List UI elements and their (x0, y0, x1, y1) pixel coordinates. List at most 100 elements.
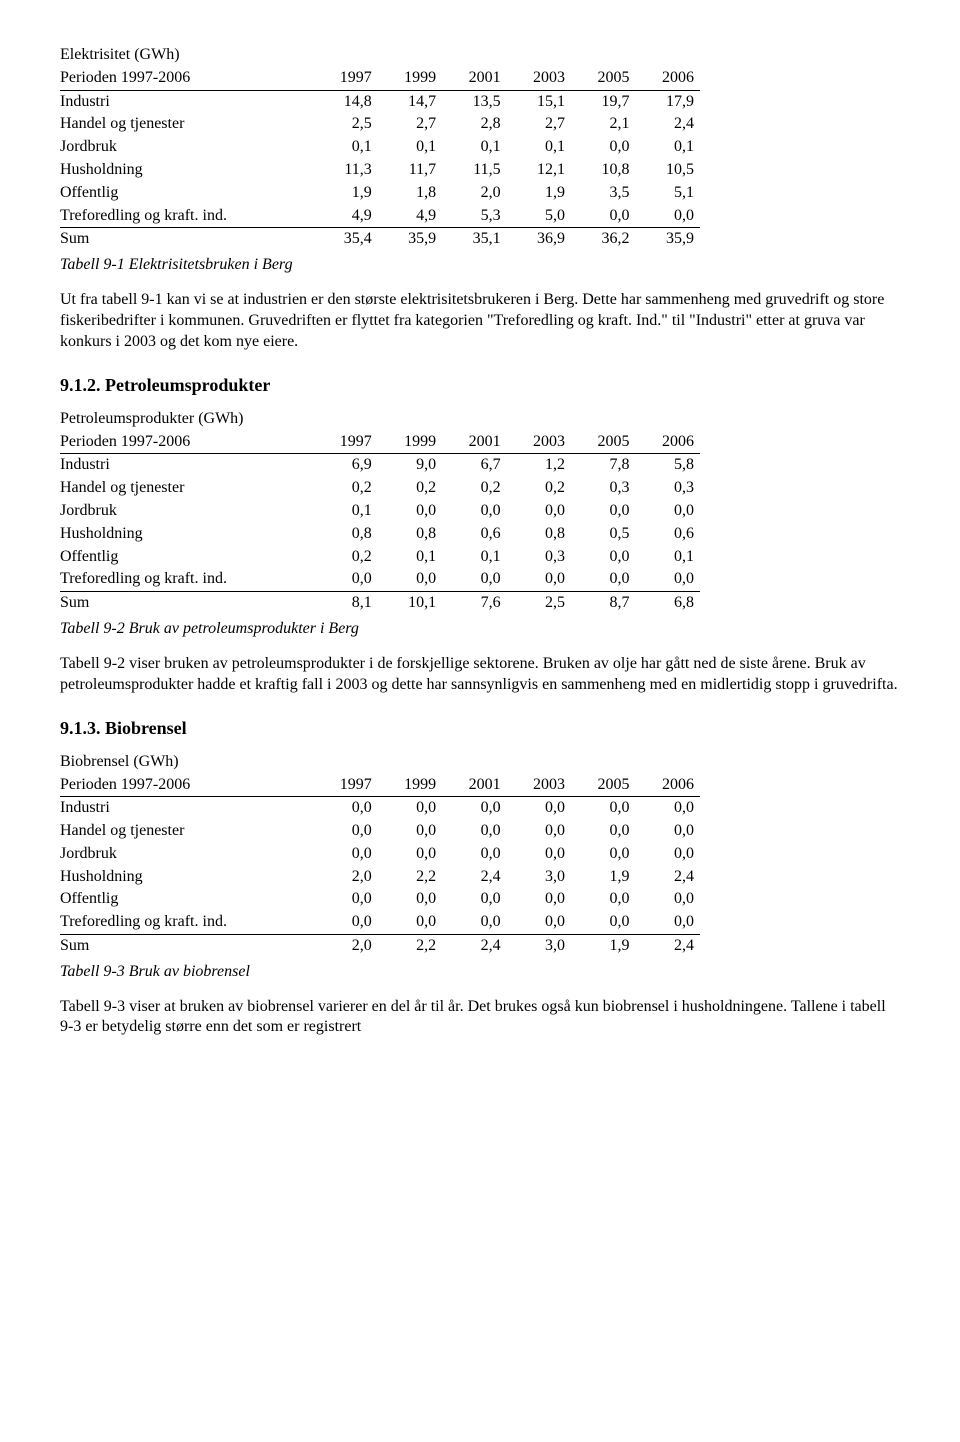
cell: 6,7 (442, 454, 506, 477)
cell: 10,8 (571, 159, 635, 182)
cell: 10,5 (635, 159, 700, 182)
row-label: Treforedling og kraft. ind. (60, 911, 313, 934)
cell: 5,8 (635, 454, 700, 477)
row-label: Handel og tjenester (60, 820, 313, 843)
sum-cell: 10,1 (378, 592, 442, 615)
year-col: 2001 (442, 774, 506, 797)
cell: 0,0 (313, 888, 377, 911)
sum-cell: 2,5 (507, 592, 571, 615)
cell: 0,2 (507, 477, 571, 500)
year-col: 2003 (507, 431, 571, 454)
row-label: Husholdning (60, 866, 313, 889)
row-label: Handel og tjenester (60, 113, 313, 136)
cell: 0,0 (571, 888, 635, 911)
row-label: Industri (60, 90, 313, 113)
year-col: 2005 (571, 67, 635, 90)
cell: 0,0 (378, 843, 442, 866)
cell: 0,0 (378, 820, 442, 843)
cell: 0,0 (507, 568, 571, 591)
cell: 14,7 (378, 90, 442, 113)
cell: 0,0 (313, 797, 377, 820)
cell: 0,0 (313, 843, 377, 866)
year-col: 2006 (635, 67, 700, 90)
cell: 1,2 (507, 454, 571, 477)
row-label: Jordbruk (60, 843, 313, 866)
cell: 0,0 (442, 568, 506, 591)
sum-cell: 2,0 (313, 935, 377, 958)
year-col: 2001 (442, 431, 506, 454)
row-label: Jordbruk (60, 136, 313, 159)
cell: 0,0 (635, 500, 700, 523)
sum-cell: 35,9 (378, 228, 442, 251)
sum-cell: 2,2 (378, 935, 442, 958)
cell: 0,1 (507, 136, 571, 159)
cell: 2,7 (378, 113, 442, 136)
year-col: 2005 (571, 431, 635, 454)
cell: 0,1 (635, 546, 700, 569)
sum-cell: 3,0 (507, 935, 571, 958)
cell: 0,0 (378, 500, 442, 523)
cell: 0,0 (635, 568, 700, 591)
year-col: 1999 (378, 774, 442, 797)
row-label: Treforedling og kraft. ind. (60, 568, 313, 591)
cell: 3,0 (507, 866, 571, 889)
year-col: 1999 (378, 431, 442, 454)
cell: 5,1 (635, 182, 700, 205)
cell: 2,4 (635, 113, 700, 136)
cell: 13,5 (442, 90, 506, 113)
cell: 0,3 (571, 477, 635, 500)
cell: 2,7 (507, 113, 571, 136)
cell: 0,1 (635, 136, 700, 159)
cell: 0,0 (442, 911, 506, 934)
year-col: 1997 (313, 774, 377, 797)
cell: 2,8 (442, 113, 506, 136)
cell: 2,0 (313, 866, 377, 889)
cell: 0,0 (571, 136, 635, 159)
cell: 6,9 (313, 454, 377, 477)
cell: 0,0 (571, 843, 635, 866)
cell: 7,8 (571, 454, 635, 477)
cell: 0,0 (378, 568, 442, 591)
sum-cell: 35,4 (313, 228, 377, 251)
sum-label: Sum (60, 228, 313, 251)
table-title: Petroleumsprodukter (GWh) (60, 408, 700, 431)
cell: 2,1 (571, 113, 635, 136)
table-period-label: Perioden 1997-2006 (60, 774, 313, 797)
cell: 0,3 (635, 477, 700, 500)
cell: 4,9 (313, 205, 377, 228)
year-col: 2003 (507, 774, 571, 797)
cell: 1,9 (571, 866, 635, 889)
cell: 0,0 (442, 500, 506, 523)
cell: 3,5 (571, 182, 635, 205)
cell: 0,0 (313, 568, 377, 591)
table-period-label: Perioden 1997-2006 (60, 431, 313, 454)
table-caption: Tabell 9-3 Bruk av biobrensel (60, 962, 900, 983)
cell: 0,0 (507, 820, 571, 843)
cell: 0,5 (571, 523, 635, 546)
table-caption: Tabell 9-1 Elektrisitetsbruken i Berg (60, 255, 900, 276)
row-label: Husholdning (60, 159, 313, 182)
cell: 0,2 (442, 477, 506, 500)
table-caption: Tabell 9-2 Bruk av petroleumsprodukter i… (60, 619, 900, 640)
cell: 0,2 (313, 546, 377, 569)
cell: 0,1 (378, 136, 442, 159)
cell: 0,0 (635, 820, 700, 843)
cell: 2,4 (442, 866, 506, 889)
cell: 0,1 (442, 546, 506, 569)
cell: 2,5 (313, 113, 377, 136)
cell: 0,0 (507, 911, 571, 934)
cell: 1,9 (507, 182, 571, 205)
year-col: 2003 (507, 67, 571, 90)
row-label: Treforedling og kraft. ind. (60, 205, 313, 228)
row-label: Offentlig (60, 888, 313, 911)
paragraph: Tabell 9-3 viser at bruken av biobrensel… (60, 997, 900, 1039)
cell: 15,1 (507, 90, 571, 113)
cell: 0,0 (507, 843, 571, 866)
cell: 0,0 (442, 797, 506, 820)
sum-cell: 36,9 (507, 228, 571, 251)
cell: 9,0 (378, 454, 442, 477)
sum-cell: 2,4 (635, 935, 700, 958)
cell: 0,0 (635, 205, 700, 228)
sum-cell: 6,8 (635, 592, 700, 615)
cell: 2,4 (635, 866, 700, 889)
